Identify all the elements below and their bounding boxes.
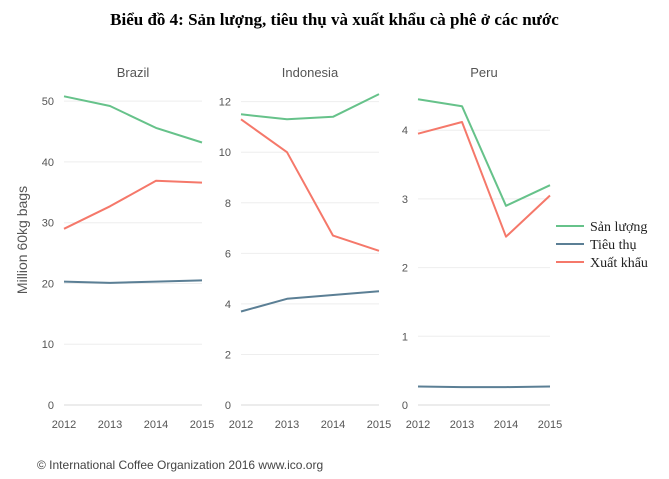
y-tick-label: 12 <box>219 97 231 109</box>
y-tick-label: 40 <box>42 157 54 169</box>
x-tick-label: 2014 <box>144 419 168 431</box>
y-tick-label: 10 <box>42 339 54 351</box>
y-tick-label: 0 <box>402 400 408 412</box>
y-tick-label: 1 <box>402 331 408 343</box>
series-line-consumption <box>63 279 203 284</box>
legend-item: Tiêu thụ <box>556 238 637 253</box>
y-tick-label: 4 <box>402 125 408 137</box>
credit-text: © International Coffee Organization 2016… <box>37 458 324 472</box>
y-tick-label: 8 <box>225 198 231 210</box>
panel-title: Peru <box>470 65 497 80</box>
legend-item: Xuất khẩu <box>556 256 648 271</box>
series-line-production <box>417 98 551 207</box>
series-line-production <box>240 93 380 121</box>
y-tick-label: 2 <box>402 263 408 275</box>
panel-peru: 0 1 2 3 4 2012 2013 2014 2015 Peru <box>402 65 562 431</box>
x-tick-label: 2012 <box>52 419 76 431</box>
x-tick-label: 2014 <box>494 419 518 431</box>
series-line-export <box>63 179 203 230</box>
y-tick-label: 0 <box>225 400 231 412</box>
y-axis-label: Million 60kg bags <box>14 186 30 294</box>
x-tick-label: 2014 <box>321 419 345 431</box>
y-tick-label: 6 <box>225 248 231 260</box>
series-line-consumption <box>417 385 551 389</box>
series-line-production <box>63 95 203 144</box>
x-tick-label: 2012 <box>406 419 430 431</box>
y-tick-label: 50 <box>42 96 54 108</box>
y-tick-label: 10 <box>219 147 231 159</box>
y-tick-label: 30 <box>42 218 54 230</box>
x-tick-label: 2013 <box>450 419 474 431</box>
panel-brazil: 0 10 20 30 40 50 2012 2013 2014 2015 Brazil <box>42 65 214 431</box>
y-tick-label: 20 <box>42 278 54 290</box>
series-line-export <box>240 118 380 252</box>
y-tick-label: 0 <box>48 400 54 412</box>
legend-item: Sản lượng <box>556 220 647 235</box>
chart-title: Biểu đồ 4: Sản lượng, tiêu thụ và xuất k… <box>110 10 559 29</box>
y-tick-label: 3 <box>402 194 408 206</box>
legend: Sản lượng Tiêu thụ Xuất khẩu <box>556 220 648 271</box>
x-tick-label: 2015 <box>538 419 562 431</box>
panel-indonesia: 0 2 4 6 8 10 12 2012 2013 2014 2015 Indonesia <box>219 65 391 431</box>
legend-label: Sản lượng <box>590 220 647 235</box>
series-line-consumption <box>240 290 380 313</box>
x-tick-label: 2012 <box>229 419 253 431</box>
y-tick-label: 2 <box>225 349 231 361</box>
panel-title: Brazil <box>117 65 150 80</box>
x-tick-label: 2013 <box>98 419 122 431</box>
legend-label: Xuất khẩu <box>590 256 648 271</box>
y-tick-label: 4 <box>225 299 231 311</box>
series-line-export <box>417 121 551 238</box>
legend-label: Tiêu thụ <box>590 238 637 253</box>
x-tick-label: 2015 <box>367 419 391 431</box>
panel-title: Indonesia <box>282 65 339 80</box>
x-tick-label: 2013 <box>275 419 299 431</box>
x-tick-label: 2015 <box>190 419 214 431</box>
